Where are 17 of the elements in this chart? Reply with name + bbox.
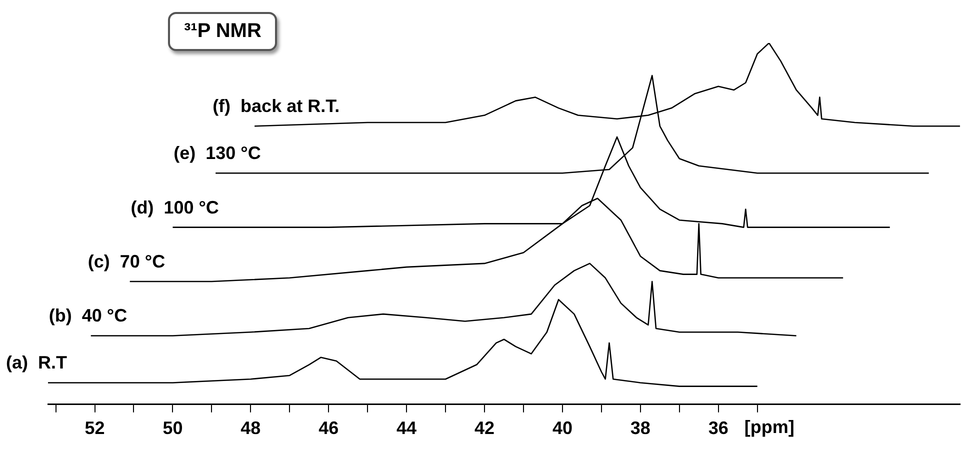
x-tick-label: 50 [162, 418, 183, 438]
series-label: (a) R.T [6, 352, 67, 373]
x-tick-label: 48 [240, 418, 261, 438]
series-label: (f) back at R.T. [212, 96, 340, 116]
x-tick-label: 38 [630, 418, 650, 438]
x-tick-label: 52 [84, 418, 105, 438]
series-label: (d) 100 °C [130, 197, 219, 218]
x-axis-title: [ppm] [744, 416, 794, 437]
series-label: (c) 70 °C [88, 252, 166, 272]
x-tick-label: 46 [318, 418, 339, 438]
x-tick-label: 42 [474, 418, 495, 438]
series-label: (e) 130 °C [174, 143, 261, 164]
chart-title: ³¹P NMR [168, 12, 278, 51]
x-tick-label: 36 [708, 418, 728, 438]
x-tick-label: 44 [396, 418, 417, 438]
series-label: (b) 40 °C [48, 306, 128, 326]
x-tick-label: 40 [552, 418, 572, 438]
